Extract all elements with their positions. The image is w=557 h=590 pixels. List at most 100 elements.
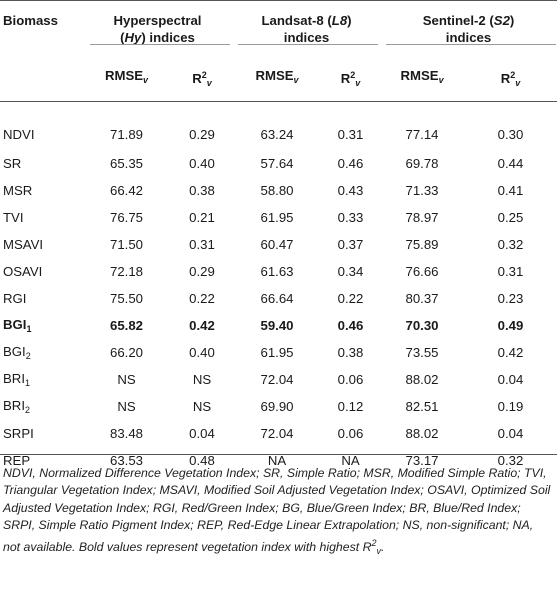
value-cell: 76.66	[405, 264, 439, 279]
value-cell: NA	[341, 453, 360, 468]
value-cell: NS	[117, 399, 136, 414]
value-cell: 77.14	[405, 127, 439, 142]
value-cell: 63.24	[260, 127, 294, 142]
value-cell: 0.04	[497, 426, 524, 441]
value-cell: NA	[267, 453, 287, 468]
r2-column-header: R2v	[192, 70, 212, 88]
value-cell: 75.89	[405, 237, 439, 252]
rmse-column-header: RMSEv	[400, 68, 444, 85]
value-cell: NS	[117, 372, 136, 387]
value-cell: 70.30	[405, 318, 439, 333]
table-row: SRPI 83.48 0.04 72.04 0.06 88.02 0.04	[0, 420, 557, 447]
value-cell: 0.21	[189, 210, 215, 225]
index-name-cell: NDVI	[3, 127, 35, 142]
index-name-cell: MSAVI	[3, 237, 44, 252]
value-cell: 57.64	[260, 156, 294, 171]
value-cell: 0.31	[189, 237, 215, 252]
index-name-cell: BRI2	[3, 398, 30, 415]
value-cell: 0.40	[189, 156, 215, 171]
value-cell: 66.20	[109, 345, 143, 360]
hy-group-rule	[90, 44, 230, 45]
value-cell: 0.48	[189, 453, 215, 468]
value-cell: 71.89	[109, 127, 143, 142]
value-cell: 0.25	[497, 210, 524, 225]
index-name-cell: OSAVI	[3, 264, 43, 279]
value-cell: 0.42	[189, 318, 215, 333]
value-cell: 71.50	[109, 237, 143, 252]
r2-column-header: R2v	[500, 70, 521, 88]
table-row: BGI1 65.82 0.42 59.40 0.46 70.30 0.49	[0, 312, 557, 339]
value-cell: 69.90	[260, 399, 294, 414]
value-cell: 0.41	[497, 183, 524, 198]
value-cell: 69.78	[405, 156, 439, 171]
l8-group-header: Landsat-8 (L8) indices	[261, 13, 352, 45]
value-cell: 0.32	[497, 453, 524, 468]
value-cell: 0.04	[189, 426, 215, 441]
value-cell: 60.47	[260, 237, 294, 252]
value-cell: 0.31	[337, 127, 364, 142]
index-name-cell: BRI1	[3, 371, 30, 388]
bottom-rule	[0, 454, 557, 455]
table-row: BRI2 NS NS 69.90 0.12 82.51 0.19	[0, 393, 557, 420]
table-row: SR 65.35 0.40 57.64 0.46 69.78 0.44	[0, 150, 557, 177]
value-cell: 61.95	[260, 210, 294, 225]
value-cell: 0.46	[337, 156, 364, 171]
value-cell: 71.33	[405, 183, 439, 198]
table-row: NDVI 71.89 0.29 63.24 0.31 77.14 0.30	[0, 109, 557, 150]
index-name-cell: TVI	[3, 210, 24, 225]
value-cell: 0.37	[337, 237, 364, 252]
value-cell: 0.46	[337, 318, 364, 333]
value-cell: NS	[192, 399, 212, 414]
value-cell: 0.33	[337, 210, 364, 225]
value-cell: 0.12	[337, 399, 364, 414]
value-cell: 0.49	[497, 318, 524, 333]
value-cell: 58.80	[260, 183, 294, 198]
value-cell: 83.48	[109, 426, 143, 441]
value-cell: 61.95	[260, 345, 294, 360]
results-table: Biomass Hyperspectral (Hy) indices Lands…	[0, 13, 557, 474]
table-row: MSR 66.42 0.38 58.80 0.43 71.33 0.41	[0, 177, 557, 204]
rmse-column-header: RMSEv	[104, 68, 149, 85]
value-cell: 65.82	[109, 318, 143, 333]
value-cell: 0.34	[337, 264, 364, 279]
table-row: MSAVI 71.50 0.31 60.47 0.37 75.89 0.32	[0, 231, 557, 258]
table-row: BRI1 NS NS 72.04 0.06 88.02 0.04	[0, 366, 557, 393]
value-cell: 0.30	[497, 127, 524, 142]
value-cell: 72.18	[109, 264, 143, 279]
hy-group-header: Hyperspectral (Hy) indices	[113, 13, 202, 45]
value-cell: 66.64	[260, 291, 294, 306]
s2-group-rule	[386, 44, 556, 45]
table-row: TVI 76.75 0.21 61.95 0.33 78.97 0.25	[0, 204, 557, 231]
table-row: REP 63.53 0.48 NA NA 73.17 0.32	[0, 447, 557, 474]
value-cell: 0.29	[189, 127, 215, 142]
value-cell: 73.55	[405, 345, 439, 360]
index-name-cell: BGI1	[3, 317, 32, 334]
index-name-cell: SRPI	[3, 426, 34, 441]
index-name-cell: REP	[3, 453, 31, 468]
value-cell: NS	[192, 372, 212, 387]
value-cell: 0.29	[189, 264, 215, 279]
r2-column-header: R2v	[340, 70, 361, 88]
value-cell: 0.40	[189, 345, 215, 360]
value-cell: 63.53	[109, 453, 143, 468]
value-cell: 0.42	[497, 345, 524, 360]
value-cell: 78.97	[405, 210, 439, 225]
biomass-header: Biomass	[3, 13, 58, 28]
value-cell: 0.38	[337, 345, 364, 360]
index-name-cell: MSR	[3, 183, 33, 198]
value-cell: 72.04	[260, 372, 294, 387]
value-cell: 88.02	[405, 372, 439, 387]
value-cell: 0.44	[497, 156, 524, 171]
top-rule	[0, 0, 557, 1]
value-cell: 0.23	[497, 291, 524, 306]
value-cell: 80.37	[405, 291, 439, 306]
value-cell: 75.50	[109, 291, 143, 306]
value-cell: 65.35	[109, 156, 143, 171]
value-cell: 0.32	[497, 237, 524, 252]
index-name-cell: BGI2	[3, 344, 31, 361]
table-row: OSAVI 72.18 0.29 61.63 0.34 76.66 0.31	[0, 258, 557, 285]
index-name-cell: RGI	[3, 291, 27, 306]
table-row: BGI2 66.20 0.40 61.95 0.38 73.55 0.42	[0, 339, 557, 366]
value-cell: 61.63	[260, 264, 294, 279]
value-cell: 0.38	[189, 183, 215, 198]
